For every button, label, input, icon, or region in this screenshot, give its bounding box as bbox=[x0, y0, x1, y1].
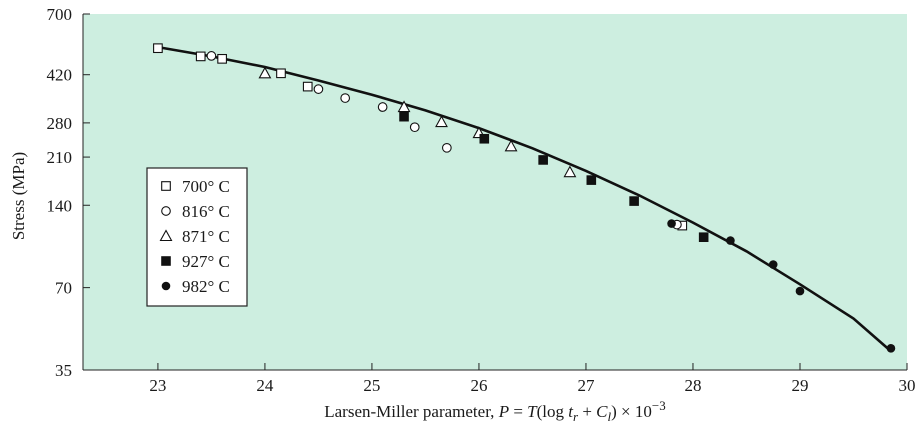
point-series2-5 bbox=[563, 165, 577, 178]
point-series3-0 bbox=[399, 111, 409, 122]
legend-marker-4 bbox=[161, 281, 171, 291]
x-tick-label-29: 29 bbox=[791, 376, 808, 395]
point-series4-4 bbox=[886, 344, 896, 353]
point-series0-4 bbox=[302, 81, 313, 92]
point-series2-4 bbox=[504, 139, 518, 152]
point-series2-1 bbox=[397, 100, 411, 113]
legend-marker-1 bbox=[161, 206, 171, 216]
data-points-layer bbox=[153, 43, 896, 353]
point-series1-5 bbox=[441, 142, 452, 153]
point-series4-0 bbox=[667, 219, 676, 228]
point-series1-4 bbox=[409, 122, 420, 133]
y-tick-label-280: 280 bbox=[47, 114, 73, 133]
y-axis-label: Stress (MPa) bbox=[9, 152, 28, 240]
legend-label-4: 982° C bbox=[182, 277, 230, 296]
point-series1-1 bbox=[313, 84, 324, 94]
y-tick-label-700: 700 bbox=[47, 5, 73, 24]
point-series3-1 bbox=[479, 133, 490, 144]
x-tick-label-23: 23 bbox=[149, 376, 166, 395]
legend-label-0: 700° C bbox=[182, 177, 230, 196]
x-axis-label: Larsen-Miller parameter, P = T(log tr + … bbox=[324, 398, 665, 424]
point-series3-2 bbox=[538, 155, 548, 165]
legend-marker-0 bbox=[161, 181, 171, 191]
y-tick-label-70: 70 bbox=[55, 279, 72, 298]
x-tick-label-27: 27 bbox=[577, 376, 595, 395]
point-series0-1 bbox=[195, 51, 206, 62]
legend-marker-3 bbox=[161, 256, 171, 266]
point-series1-0 bbox=[206, 51, 217, 61]
point-series1-2 bbox=[340, 93, 351, 103]
legend-label-2: 871° C bbox=[182, 227, 230, 246]
legend: 700° C 816° C 871° C 927° C 982° C bbox=[146, 167, 248, 307]
point-series4-1 bbox=[726, 236, 735, 245]
y-tick-label-420: 420 bbox=[47, 66, 73, 85]
point-series4-3 bbox=[795, 286, 805, 296]
x-tick-label-28: 28 bbox=[684, 376, 701, 395]
point-series4-2 bbox=[768, 260, 778, 269]
point-series0-2 bbox=[217, 53, 227, 64]
legend-label-3: 927° C bbox=[182, 252, 230, 271]
axis-ticks: 23 24 25 26 27 28 29 30 35 70 140 210 280 420 700 bbox=[47, 5, 916, 395]
point-series0-0 bbox=[153, 43, 163, 54]
y-tick-label-140: 140 bbox=[47, 196, 73, 215]
legend-label-1: 816° C bbox=[182, 202, 230, 221]
point-series0-3 bbox=[276, 68, 286, 79]
point-series1-3 bbox=[377, 102, 388, 112]
point-series2-0 bbox=[258, 66, 272, 79]
legend-marker-2 bbox=[159, 229, 173, 242]
point-series3-3 bbox=[586, 175, 597, 185]
y-tick-label-210: 210 bbox=[47, 148, 73, 167]
x-tick-label-24: 24 bbox=[256, 376, 274, 395]
y-tick-label-35: 35 bbox=[55, 361, 72, 380]
x-tick-label-26: 26 bbox=[470, 376, 487, 395]
x-tick-label-25: 25 bbox=[363, 376, 380, 395]
x-tick-label-30: 30 bbox=[899, 376, 916, 395]
point-series2-2 bbox=[435, 115, 448, 128]
point-series3-4 bbox=[629, 196, 639, 206]
point-series3-5 bbox=[698, 232, 709, 243]
